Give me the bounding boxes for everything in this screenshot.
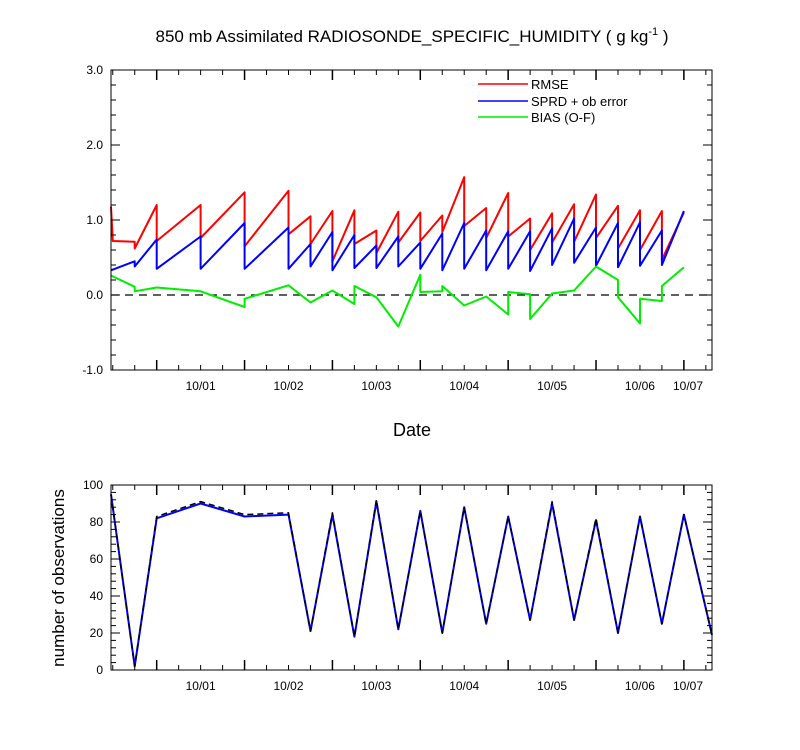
bottom-y-tick-label: 0 [96,663,103,677]
top-y-tick-label: -1.0 [82,363,103,377]
top-series-line-sprd [110,210,685,272]
bottom-series-layer [110,494,713,668]
chart-title: 850 mb Assimilated RADIOSONDE_SPECIFIC_H… [156,26,669,46]
bottom-y-axis-label: number of observations [49,489,68,667]
legend-label-rmse: RMSE [531,77,569,92]
top-series-line-rmse [110,176,685,263]
bottom-x-tick-label: 10/07 [673,679,703,693]
bottom-series-line-solid [110,494,713,668]
top-plot-frame [110,69,713,371]
top-y-tick-label: 3.0 [86,63,103,77]
rmse-chart-panel: -1.0 0.0 1.0 2.0 3.0 10/01 10/02 10/03 10/04 10/0… [82,63,713,440]
bottom-plot-frame [110,484,713,671]
top-series-layer [110,176,685,328]
bottom-x-tick-label: 10/03 [361,679,391,693]
legend-label-sprd: SPRD + ob error [531,94,628,109]
top-x-tick-label: 10/03 [361,379,391,393]
legend: RMSE SPRD + ob error BIAS (O-F) [478,77,628,125]
bottom-series-line-dashed [110,494,713,668]
top-x-tick-label: 10/01 [186,379,216,393]
top-x-tick-label: 10/07 [673,379,703,393]
bottom-y-tick-label: 40 [90,589,104,603]
top-x-tick-label: 10/06 [625,379,655,393]
top-x-tick-label: 10/02 [273,379,303,393]
top-tick-layer: -1.0 0.0 1.0 2.0 3.0 10/01 10/02 10/03 10/04 10/0… [82,63,712,393]
bottom-x-tick-label: 10/01 [186,679,216,693]
bottom-x-tick-label: 10/02 [273,679,303,693]
bottom-x-tick-label: 10/04 [449,679,479,693]
chart-title-superscript: -1 [648,26,658,38]
chart-title-end: ) [658,27,668,46]
top-x-axis-label: Date [393,420,431,440]
top-y-tick-label: 1.0 [86,213,103,227]
top-series-line-bias [110,265,685,328]
bottom-y-tick-label: 20 [90,626,104,640]
bottom-y-tick-label: 100 [83,478,103,492]
top-x-tick-label: 10/04 [449,379,479,393]
bottom-x-tick-label: 10/06 [625,679,655,693]
bottom-y-tick-label: 80 [90,515,104,529]
bottom-y-tick-label: 60 [90,552,104,566]
observation-count-panel: 0 20 40 60 80 100 10/01 10/02 10/03 10/04 10/05 10/… [49,478,713,693]
top-x-tick-label: 10/05 [537,379,567,393]
bottom-x-tick-label: 10/05 [537,679,567,693]
legend-label-bias: BIAS (O-F) [531,110,595,125]
bottom-tick-layer: 0 20 40 60 80 100 10/01 10/02 10/03 10/04 10/05 10/… [83,478,712,693]
chart-title-main: 850 mb Assimilated RADIOSONDE_SPECIFIC_H… [156,27,649,46]
top-y-tick-label: 2.0 [86,138,103,152]
top-y-tick-label: 0.0 [86,288,103,302]
